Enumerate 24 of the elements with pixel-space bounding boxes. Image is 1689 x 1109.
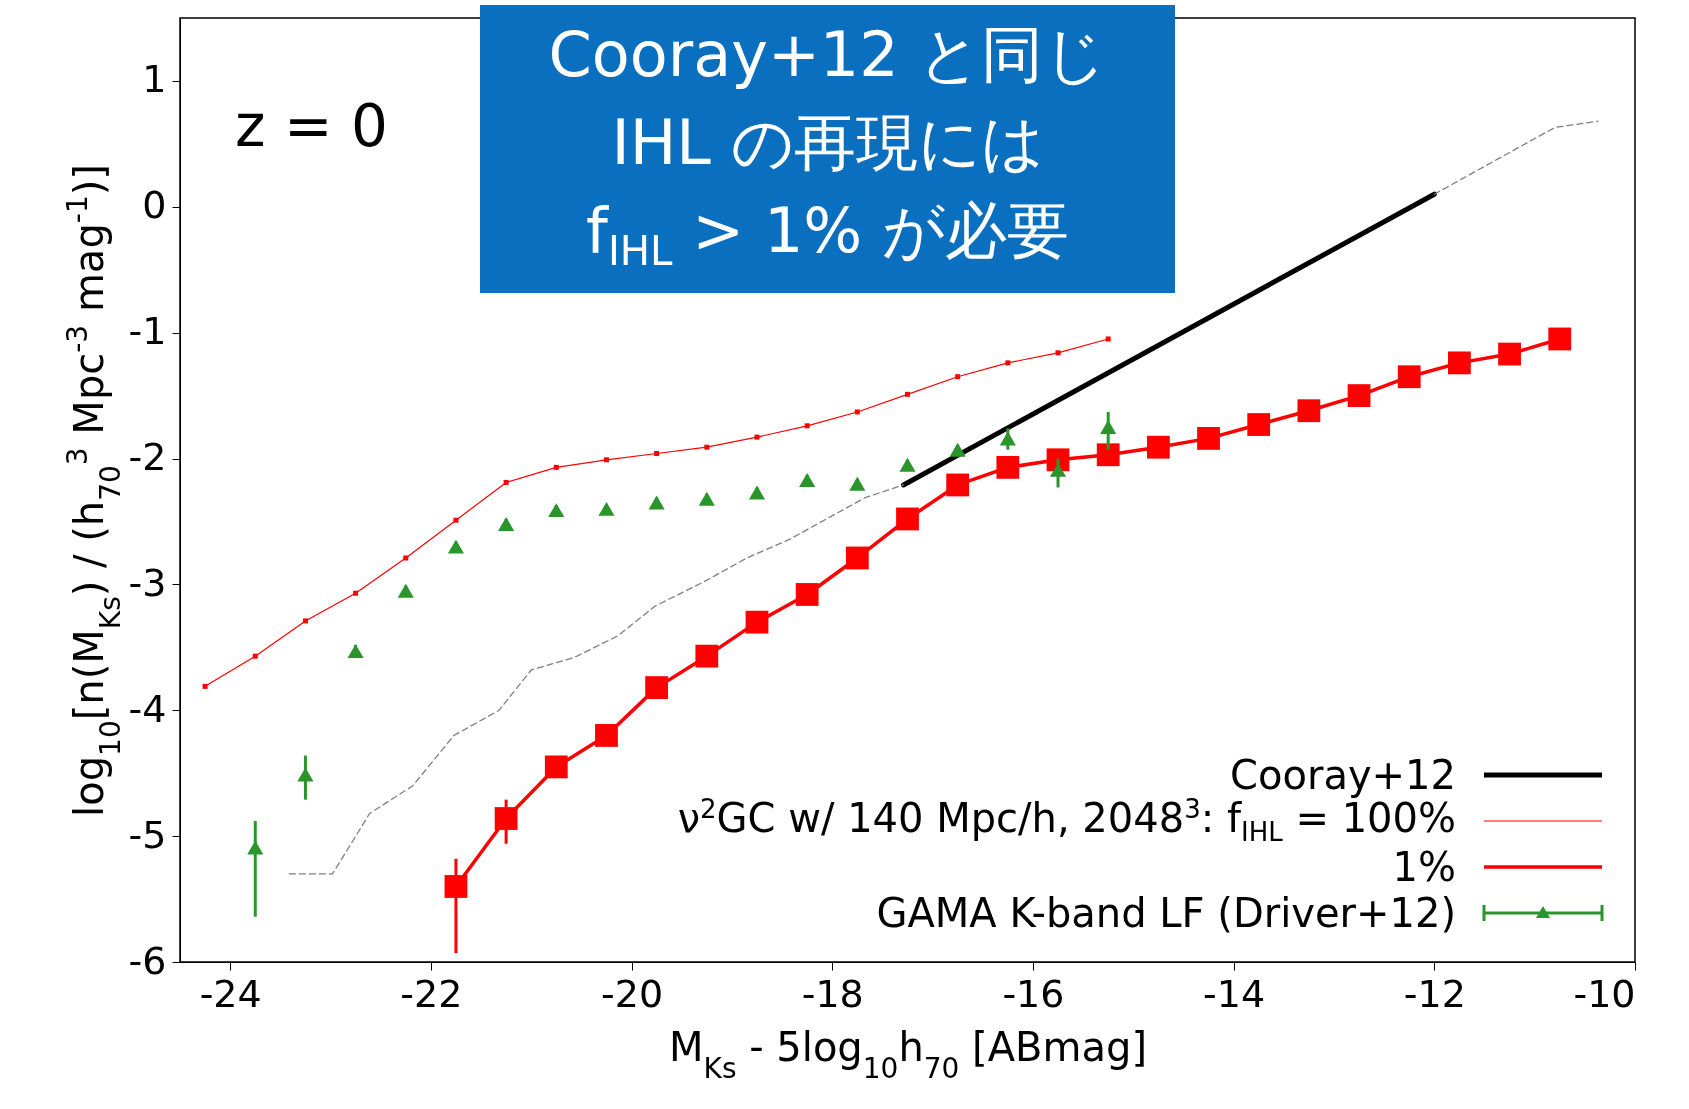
y-tick-label: -2 — [128, 435, 167, 480]
legend-label: Cooray+12 — [1230, 752, 1456, 798]
y-tick-label: -6 — [128, 938, 167, 983]
y-tick-label: -3 — [128, 560, 167, 605]
x-tick-label: -12 — [1403, 971, 1466, 1016]
x-axis-title: M$_{Ks}$ - 5log$_{10}$h$_{70}$ [ABmag] — [668, 1023, 1148, 1084]
y-tick-label: -1 — [128, 309, 167, 354]
annotation: IHL の再現には — [610, 105, 1045, 181]
legend-label: GAMA K-band LF (Driver+12) — [876, 890, 1456, 936]
x-tick-label: -16 — [1002, 971, 1065, 1016]
y-tick-label: -5 — [128, 812, 167, 857]
legend-label: 1% — [1392, 844, 1456, 890]
x-tick-label: -22 — [400, 971, 463, 1016]
x-tick-label: -14 — [1203, 971, 1266, 1016]
y-tick-label: 0 — [142, 183, 167, 228]
x-tick-label: -10 — [1573, 971, 1636, 1016]
annotation: z = 0 — [235, 92, 388, 160]
y-tick-label: -4 — [128, 686, 167, 731]
annotation: f$_{IHL}$ > 1% が必要 — [585, 193, 1070, 278]
y-tick-label: 1 — [142, 57, 167, 102]
x-tick-label: -24 — [199, 971, 262, 1016]
annotation: Cooray+12 と同じ — [547, 17, 1108, 93]
x-tick-label: -18 — [801, 971, 864, 1016]
x-tick-label: -20 — [601, 971, 664, 1016]
